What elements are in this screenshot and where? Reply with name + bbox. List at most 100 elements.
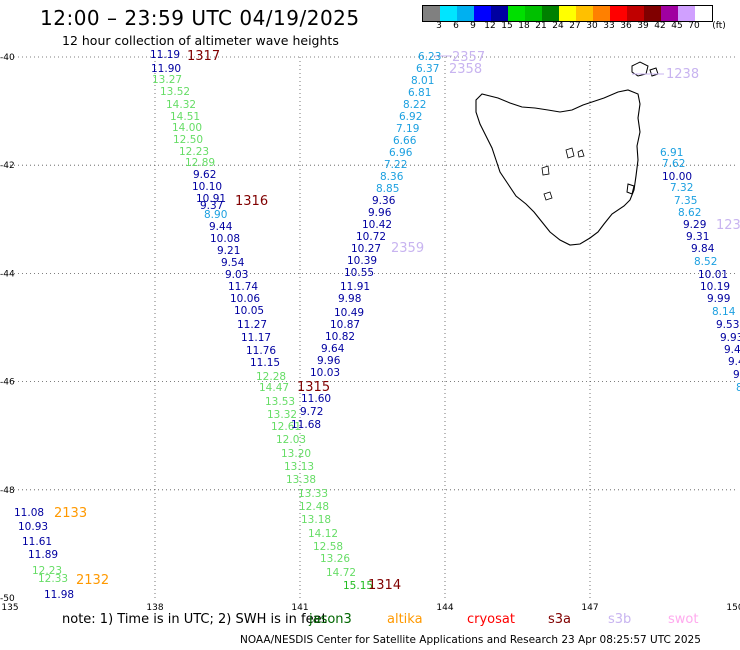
- wave-height-value: 13.18: [301, 514, 331, 526]
- legend-swatch: [661, 6, 678, 21]
- wave-height-value: 14.00: [172, 122, 202, 134]
- wave-height-value: 11.08: [14, 507, 44, 519]
- wave-height-value: 11.15: [250, 357, 280, 369]
- lake-3: [543, 191, 553, 201]
- wave-height-value: 11.74: [228, 281, 258, 293]
- wave-height-value: 9.44: [209, 221, 233, 233]
- wave-height-value: 11.60: [301, 393, 331, 405]
- wave-height-value: 9.96: [368, 207, 392, 219]
- wave-height-value: 8.52: [694, 256, 717, 268]
- wave-height-value: 6.96: [389, 147, 413, 159]
- wave-height-value: 11.76: [246, 345, 276, 357]
- satellite-note: note: 1) Time is in UTC; 2) SWH is in fe…: [62, 612, 698, 627]
- legend-swatch: [610, 6, 627, 21]
- wave-height-value: 6.37: [416, 63, 439, 75]
- satellite-legend-swot: swot: [668, 612, 699, 627]
- wave-height-value: 6.23: [418, 51, 441, 63]
- wave-height-value: 12.28: [256, 371, 286, 383]
- credit-line: NOAA/NESDIS Center for Satellite Applica…: [240, 634, 701, 646]
- map-grid: [10, 56, 735, 598]
- legend-label: 30: [586, 21, 598, 31]
- wave-height-value: 12.50: [173, 134, 203, 146]
- legend-label: 15: [501, 21, 513, 31]
- legend-swatch: [576, 6, 593, 21]
- wave-height-value: 9.62: [193, 169, 216, 181]
- latitude-label: -48: [0, 486, 15, 496]
- legend-label: 21: [535, 21, 547, 31]
- wave-height-value: 12.58: [313, 541, 343, 553]
- satellite-legend-s3b: s3b: [608, 612, 632, 627]
- legend-swatch: [508, 6, 525, 21]
- wave-height-value: 13.53: [265, 396, 295, 408]
- pass-id-label: 1317: [187, 49, 220, 64]
- latitude-label: -46: [0, 378, 15, 388]
- wave-height-value: 8.22: [403, 99, 426, 111]
- legend-swatch: [474, 6, 491, 21]
- wave-height-value: 8.14: [712, 306, 736, 318]
- wave-height-value: 13.27: [152, 74, 182, 86]
- longitude-label: 135: [1, 603, 18, 612]
- wave-height-value: 9.93: [720, 332, 740, 344]
- wave-height-value: 10.05: [234, 305, 264, 317]
- legend-label: 12: [484, 21, 496, 31]
- wave-height-value: 9.84: [691, 243, 715, 255]
- legend-swatch: [440, 6, 457, 21]
- page-subtitle: 12 hour collection of altimeter wave hei…: [62, 33, 339, 48]
- wave-height-value: 7.62: [662, 158, 685, 170]
- wave-height-value: 8.90: [204, 209, 227, 221]
- wave-height-value: 10.82: [325, 331, 355, 343]
- legend-label: 3: [436, 21, 442, 31]
- tasmania-coastline: [475, 61, 659, 246]
- wave-height-value: 13.33: [298, 488, 328, 500]
- latitude-label: -44: [0, 269, 15, 279]
- wave-height-value: 9.53: [716, 319, 739, 331]
- wave-height-value: 9: [733, 369, 740, 381]
- wave-height-value: 9.29: [683, 219, 706, 231]
- pass-id-label: 2132: [76, 573, 109, 588]
- wave-height-value: 14.32: [166, 99, 196, 111]
- wave-height-value: 11.17: [241, 332, 271, 344]
- wave-height-value: 8.85: [376, 183, 399, 195]
- legend-swatch: [644, 6, 661, 21]
- longitude-label: 138: [146, 603, 163, 612]
- wave-height-value: 8.01: [411, 75, 434, 87]
- legend-swatch: [559, 6, 576, 21]
- legend-swatch: [678, 6, 695, 21]
- wave-height-value: 12.61: [271, 421, 301, 433]
- wave-height-value: 10.06: [230, 293, 260, 305]
- wave-height-value: 9.36: [372, 195, 396, 207]
- wave-height-value: 13.52: [160, 86, 190, 98]
- legend-label: (ft): [712, 21, 726, 31]
- wave-height-value: 10.01: [698, 269, 728, 281]
- wave-height-value: 14.72: [326, 567, 356, 579]
- wave-height-value: 12.03: [276, 434, 306, 446]
- wave-height-value: 10.10: [192, 181, 222, 193]
- wave-height-value: 12.48: [299, 501, 329, 513]
- wave-height-value: 7.19: [396, 123, 419, 135]
- wave-height-value: 10.87: [330, 319, 360, 331]
- wave-height-value: 13.20: [281, 448, 311, 460]
- wave-height-map: 11.19 11.9013.2713.5214.3214.5114.0012.50…: [0, 49, 740, 612]
- wave-height-value: 9.96: [317, 355, 341, 367]
- wave-height-value: 10.93: [18, 521, 48, 533]
- wave-height-value: 10.72: [356, 231, 386, 243]
- legend-label: 42: [654, 21, 666, 31]
- wave-height-value: 8.62: [678, 207, 701, 219]
- wave-height-value: 10.55: [344, 267, 374, 279]
- legend-swatch: [491, 6, 508, 21]
- legend-swatch: [627, 6, 644, 21]
- wave-height-value: 11.68: [291, 419, 321, 431]
- wave-height-value: 10.49: [334, 307, 364, 319]
- wave-height-value: 8.36: [380, 171, 404, 183]
- legend-label: 9: [470, 21, 476, 31]
- wave-height-value: 9.4: [724, 344, 740, 356]
- lake-1: [565, 147, 575, 159]
- wave-height-value: 10.03: [310, 367, 340, 379]
- wave-height-value: 9.64: [321, 343, 345, 355]
- satellite-legend-cryosat: cryosat: [467, 612, 515, 627]
- map-axes: 135 138 141 144 147 150 -40 -42 -44 -46 -48 -50: [0, 53, 740, 612]
- longitude-label: 147: [581, 603, 598, 612]
- wave-height-value: 10.91: [196, 193, 226, 205]
- pass-id-label: 2358: [449, 62, 482, 77]
